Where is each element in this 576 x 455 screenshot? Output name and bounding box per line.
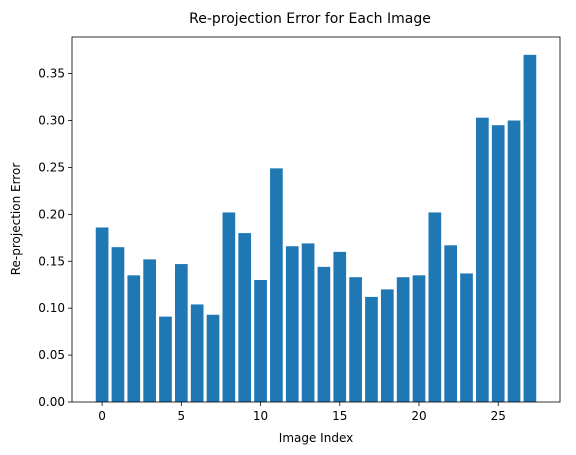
bar-27 [523, 54, 537, 402]
x-tick-label: 25 [491, 409, 506, 423]
y-tick-label: 0.30 [38, 114, 65, 128]
y-tick-label: 0.35 [38, 67, 65, 81]
bar-13 [301, 243, 315, 402]
bar-22 [444, 245, 458, 402]
x-tick-label: 10 [253, 409, 268, 423]
y-tick-label: 0.20 [38, 207, 65, 221]
bar-14 [317, 266, 331, 402]
bar-24 [476, 117, 489, 402]
y-axis-label: Re-projection Error [9, 163, 23, 276]
bar-10 [254, 280, 267, 402]
bar-21 [428, 212, 442, 402]
x-axis-ticks: 0 5 10 15 20 25 [98, 402, 506, 423]
bar-4 [159, 316, 172, 402]
y-tick-label: 0.00 [38, 395, 65, 409]
y-tick-label: 0.25 [38, 160, 65, 174]
y-tick-label: 0.05 [38, 348, 65, 362]
bar-19 [396, 277, 410, 402]
bar-11 [270, 168, 283, 402]
bar-5 [174, 264, 188, 402]
x-tick-label: 5 [178, 409, 186, 423]
bar-1 [111, 247, 125, 402]
x-tick-label: 0 [98, 409, 106, 423]
bar-8 [222, 212, 236, 402]
y-tick-label: 0.10 [38, 301, 65, 315]
bar-3 [143, 259, 156, 402]
bar-26 [507, 120, 521, 402]
bar-9 [238, 233, 252, 402]
bars-group [95, 54, 537, 402]
x-tick-label: 15 [332, 409, 347, 423]
bar-20 [412, 275, 426, 402]
bar-25 [491, 125, 505, 402]
bar-15 [333, 251, 347, 402]
y-tick-label: 0.15 [38, 254, 65, 268]
plot-frame [71, 36, 561, 403]
bar-7 [206, 314, 220, 402]
x-axis-label: Image Index [279, 431, 353, 445]
x-tick-label: 20 [411, 409, 426, 423]
bar-17 [365, 296, 378, 402]
bar-23 [460, 273, 473, 402]
bar-18 [380, 289, 394, 402]
chart-title: Re-projection Error for Each Image [189, 11, 431, 27]
bar-2 [127, 275, 141, 402]
bar-0 [95, 227, 109, 402]
bar-6 [190, 304, 204, 402]
bar-16 [349, 277, 362, 402]
y-axis-ticks: 0.00 0.05 0.10 0.15 0.20 0.25 0.30 0.35 [38, 67, 72, 409]
bar-12 [285, 246, 299, 402]
